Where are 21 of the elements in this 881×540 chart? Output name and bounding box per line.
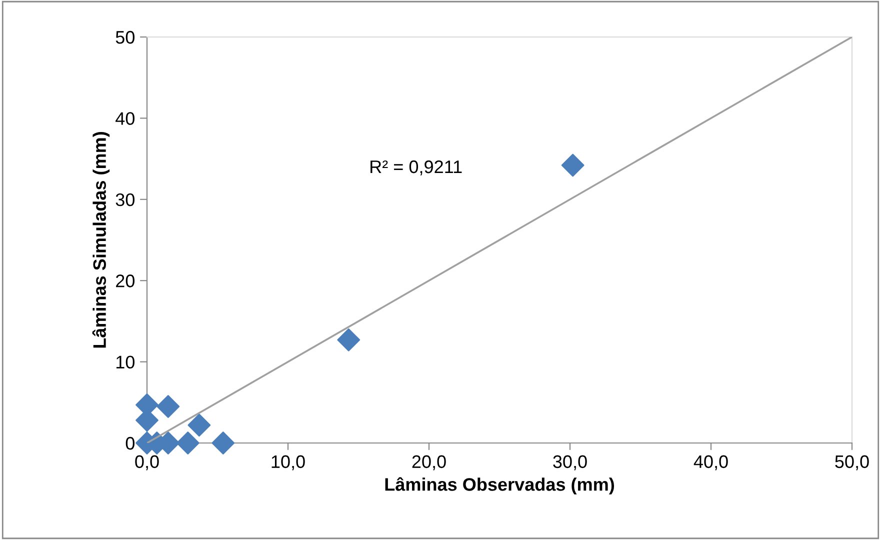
x-tick-label: 0,0 [135, 455, 159, 470]
x-tick-label: 50,0 [835, 455, 869, 470]
point [212, 432, 235, 454]
y-tick-label: 20 [116, 274, 134, 288]
x-tick-label: 40,0 [694, 455, 728, 470]
point [156, 395, 180, 418]
y-axis-title: Lâminas Simuladas (mm) [92, 132, 110, 348]
x-tick-label: 20,0 [412, 455, 446, 470]
y-tick-label: 30 [116, 193, 134, 206]
point [176, 432, 200, 454]
y-tick-label: 0 [126, 436, 134, 450]
x-tick-label: 10,0 [272, 455, 305, 470]
y-tick-label: 40 [116, 112, 134, 125]
x-axis-title: Lâminas Observadas (mm) [385, 477, 614, 494]
y-tick-label: 50 [116, 30, 134, 44]
annotation: R² = 0,9211 [370, 160, 462, 176]
point [561, 154, 584, 177]
x-tick-label: 30,0 [553, 455, 587, 470]
y-tick-label: 10 [116, 356, 134, 369]
point [337, 328, 360, 352]
point [188, 414, 211, 437]
